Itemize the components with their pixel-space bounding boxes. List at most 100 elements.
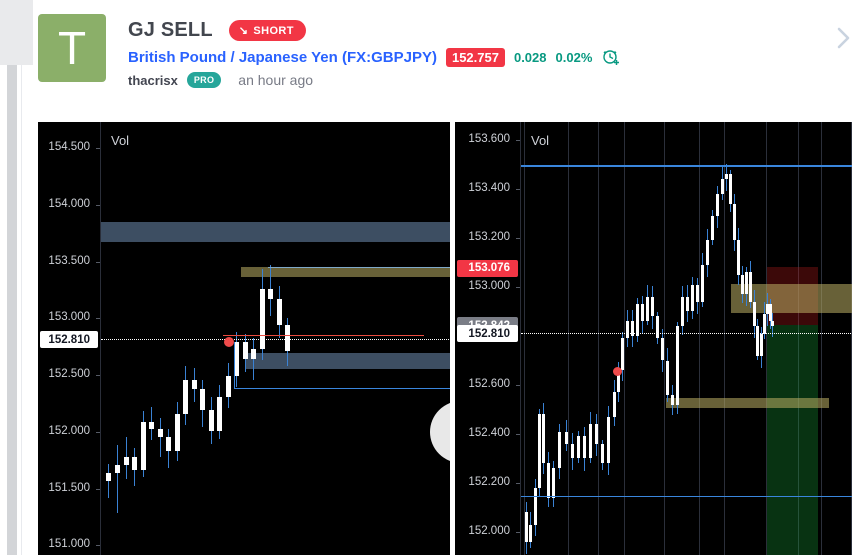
candle [565,431,568,444]
scrollbar[interactable] [7,65,17,555]
candle [725,174,728,180]
candle [681,296,684,327]
candle [277,298,282,326]
price-badge-axis: 152.810 [40,331,98,349]
timestamp: an hour ago [238,72,314,88]
axis-tick [516,434,520,435]
axis-tick [96,375,100,376]
candle [696,284,699,302]
candle [671,394,674,405]
idea-title: GJ SELL [128,19,213,41]
page-corner [0,0,33,65]
time-gridline [664,122,665,555]
current-price-line [521,333,852,335]
candle [577,436,580,459]
candle [183,379,188,414]
candle [771,321,774,327]
price-badge-axis: 153.076 [457,259,518,277]
candle [234,342,239,377]
direction-label: SHORT [253,24,294,37]
candle [166,437,171,452]
axis-tick [516,532,520,533]
candle [601,443,604,464]
next-arrow-icon[interactable] [836,27,852,49]
axis-tick [96,204,100,206]
candle [106,472,111,481]
candle [124,456,129,465]
candle [651,296,654,317]
candle [721,179,724,194]
time-gridline [699,122,700,555]
red-level-line [223,334,424,336]
candle [631,321,634,336]
candle [749,272,752,302]
candle [141,421,146,471]
time-gridline [724,122,725,555]
candle [676,326,679,405]
candle [621,338,624,371]
axis-label: 153.400 [468,182,510,194]
candle [656,316,659,339]
candle [209,410,214,431]
axis-label: 153.200 [468,231,510,243]
candle [158,429,163,438]
axis-tick [516,189,520,190]
card-border [21,65,22,555]
pro-badge: PRO [186,72,222,88]
author-name[interactable]: thacrisx [128,72,178,88]
candle [636,304,639,336]
candle [686,296,689,312]
chart-plot-area[interactable]: Vol [521,122,852,555]
trade-marker-dot [224,337,234,348]
chart-lower-timeframe[interactable]: 153.600 153.400 153.200 153.000 152.600 152.4… [455,122,852,555]
axis-separator [520,122,521,555]
time-gridline [624,122,625,555]
axis-tick [516,385,520,386]
blue-resistance-line [521,164,852,167]
axis-label: 152.500 [48,368,90,380]
candle [661,338,664,361]
candle [691,284,694,312]
axis-label: 154.500 [48,141,90,153]
time-gridline [568,122,569,555]
candle [626,321,629,339]
idea-header: GJ SELL ↘ SHORT [128,19,306,42]
blue-support-line [521,495,852,497]
candle [558,431,561,469]
volume-indicator-label: Vol [531,133,550,148]
axis-label: 153.000 [468,280,510,292]
axis-label: 153.600 [468,133,510,145]
candle [741,274,744,295]
candle [595,424,598,444]
chart-higher-timeframe[interactable]: 154.500 154.000 153.500 153.000 152.500 152.0… [38,122,450,555]
candle [200,388,205,411]
candle [542,414,545,464]
candle [192,379,197,389]
candle [583,436,586,459]
candle [607,416,610,464]
candle [641,304,644,322]
play-button[interactable] [430,401,450,463]
axis-tick [96,148,100,149]
time-gridline [598,122,599,555]
symbol-link[interactable]: British Pound / Japanese Yen (FX:GBPJPY) [128,48,437,66]
candle [149,421,154,430]
candle [529,524,532,542]
olive-zone-lower [666,398,829,409]
change-pct: 0.02% [555,49,593,65]
volume-indicator-label: Vol [111,133,130,148]
axis-label: 152.600 [468,378,510,390]
price-axis: 154.500 154.000 153.500 153.000 152.500 152.0… [38,122,100,555]
olive-zone [241,267,450,278]
chart-plot-area[interactable]: Vol [101,122,450,555]
candle [571,443,574,459]
author-row: thacrisx PRO an hour ago [128,72,313,88]
add-alert-icon[interactable] [601,47,621,67]
candle [701,264,704,302]
candle [217,396,222,431]
candle [260,288,265,349]
candle [547,463,550,498]
avatar[interactable]: T [38,14,106,82]
last-price-badge: 152.757 [445,47,505,67]
